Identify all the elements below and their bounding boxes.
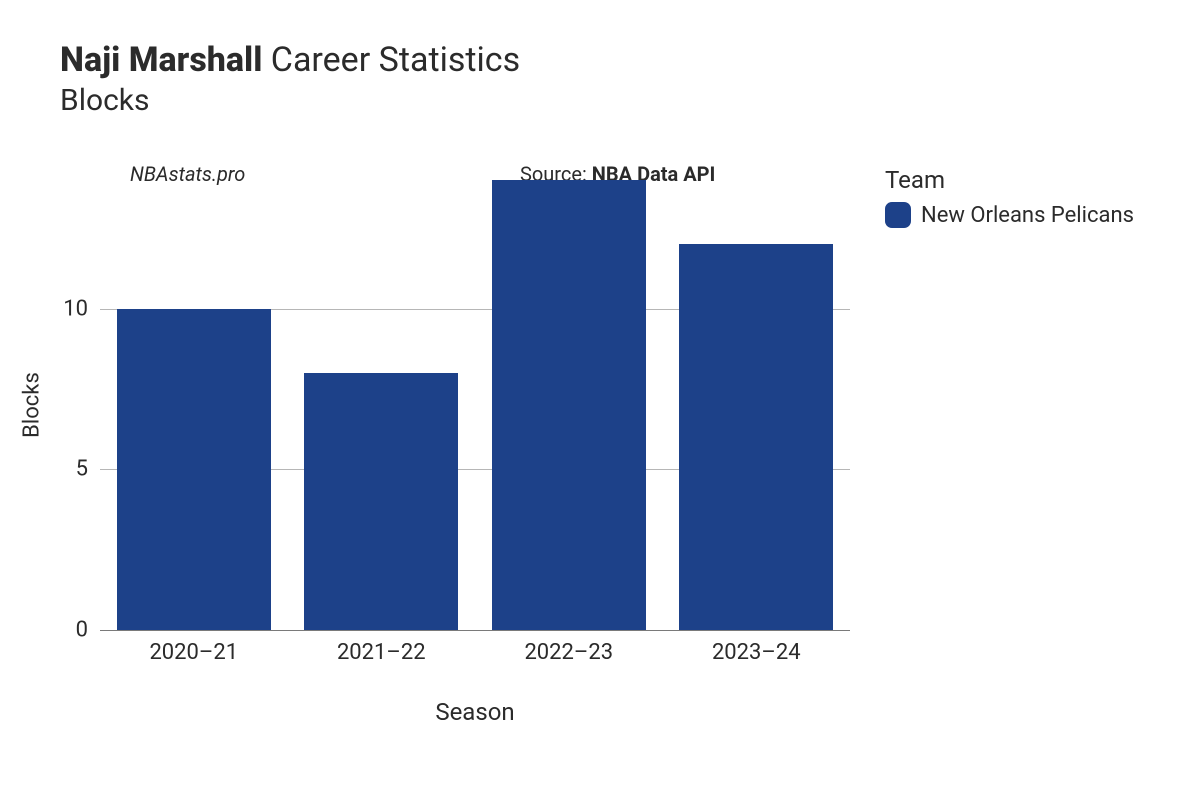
title-suffix: Career Statistics <box>262 40 520 80</box>
x-tick-label: 2021–22 <box>337 640 426 665</box>
x-tick-label: 2020–21 <box>149 640 238 665</box>
legend-label: New Orleans Pelicans <box>921 203 1134 228</box>
legend-swatch <box>885 202 911 228</box>
chart-title: Naji Marshall Career Statistics <box>60 40 520 81</box>
bar <box>304 373 458 630</box>
legend: Team New Orleans Pelicans <box>885 166 1134 228</box>
x-axis-label: Season <box>435 698 514 726</box>
x-tick-label: 2023–24 <box>712 640 801 665</box>
bar <box>117 309 271 630</box>
legend-title: Team <box>885 166 1134 194</box>
y-tick-label: 0 <box>76 618 88 643</box>
player-name: Naji Marshall <box>60 40 262 80</box>
y-tick-label: 5 <box>76 457 88 482</box>
x-tick-label: 2022–23 <box>524 640 613 665</box>
y-axis-label: Blocks <box>20 372 45 438</box>
legend-items: New Orleans Pelicans <box>885 202 1134 228</box>
bar <box>492 180 646 630</box>
title-block: Naji Marshall Career Statistics Blocks <box>60 40 520 118</box>
bar <box>679 244 833 630</box>
plot-area: 0510 <box>100 180 850 630</box>
chart-container: Naji Marshall Career Statistics Blocks N… <box>0 0 1200 800</box>
chart-subtitle: Blocks <box>60 83 520 118</box>
legend-item: New Orleans Pelicans <box>885 202 1134 228</box>
y-tick-label: 10 <box>63 296 88 321</box>
baseline <box>100 630 850 631</box>
